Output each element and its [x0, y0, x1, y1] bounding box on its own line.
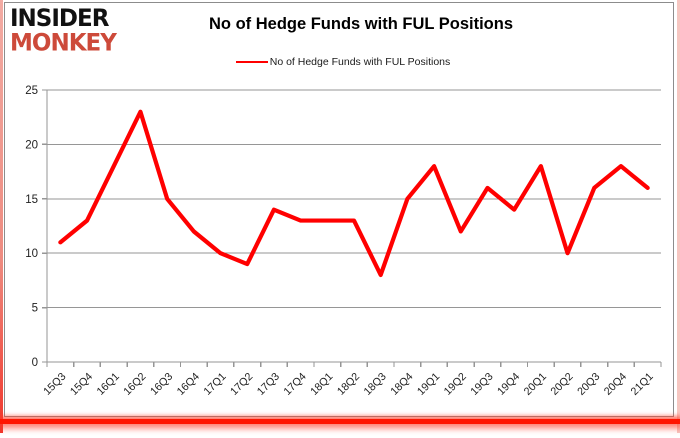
svg-text:18Q1: 18Q1: [308, 371, 335, 398]
insider-monkey-logo: INSIDER MONKEY: [10, 4, 117, 57]
logo-word-monkey: MONKEY: [10, 29, 117, 57]
svg-text:17Q1: 17Q1: [201, 371, 228, 398]
bottom-red-divider: [0, 419, 680, 424]
svg-text:20: 20: [25, 139, 38, 151]
svg-text:21Q1: 21Q1: [629, 371, 656, 398]
svg-text:20Q4: 20Q4: [602, 371, 629, 398]
svg-text:17Q3: 17Q3: [255, 371, 282, 398]
svg-text:25: 25: [25, 85, 38, 97]
svg-text:20Q1: 20Q1: [522, 371, 549, 398]
svg-text:19Q1: 19Q1: [415, 371, 442, 398]
svg-text:17Q4: 17Q4: [282, 371, 309, 398]
svg-text:17Q2: 17Q2: [228, 371, 255, 398]
svg-text:19Q2: 19Q2: [442, 371, 469, 398]
svg-text:18Q2: 18Q2: [335, 371, 362, 398]
legend-label: No of Hedge Funds with FUL Positions: [269, 56, 451, 68]
right-edge-accent: [677, 0, 680, 433]
svg-text:19Q4: 19Q4: [495, 371, 522, 398]
logo-word-insider: INSIDER: [10, 4, 109, 33]
left-edge-accent: [0, 0, 3, 433]
chart-card: [4, 2, 674, 417]
svg-text:15: 15: [25, 194, 38, 206]
svg-text:18Q3: 18Q3: [362, 371, 389, 398]
svg-text:20Q3: 20Q3: [575, 371, 602, 398]
svg-text:16Q3: 16Q3: [148, 371, 175, 398]
svg-text:10: 10: [25, 248, 38, 260]
svg-text:16Q1: 16Q1: [95, 371, 122, 398]
chart-title: No of Hedge Funds with FUL Positions: [208, 15, 514, 33]
svg-text:16Q4: 16Q4: [175, 371, 202, 398]
svg-text:19Q3: 19Q3: [468, 371, 495, 398]
svg-text:16Q2: 16Q2: [121, 371, 148, 398]
svg-text:15Q4: 15Q4: [68, 371, 95, 398]
chart-legend: No of Hedge Funds with FUL Positions: [0, 56, 680, 68]
svg-text:0: 0: [32, 357, 38, 369]
svg-text:18Q4: 18Q4: [388, 371, 415, 398]
svg-text:20Q2: 20Q2: [549, 371, 576, 398]
legend-line-swatch-icon: [235, 60, 268, 64]
svg-text:5: 5: [32, 303, 38, 315]
svg-text:15Q3: 15Q3: [41, 371, 68, 398]
